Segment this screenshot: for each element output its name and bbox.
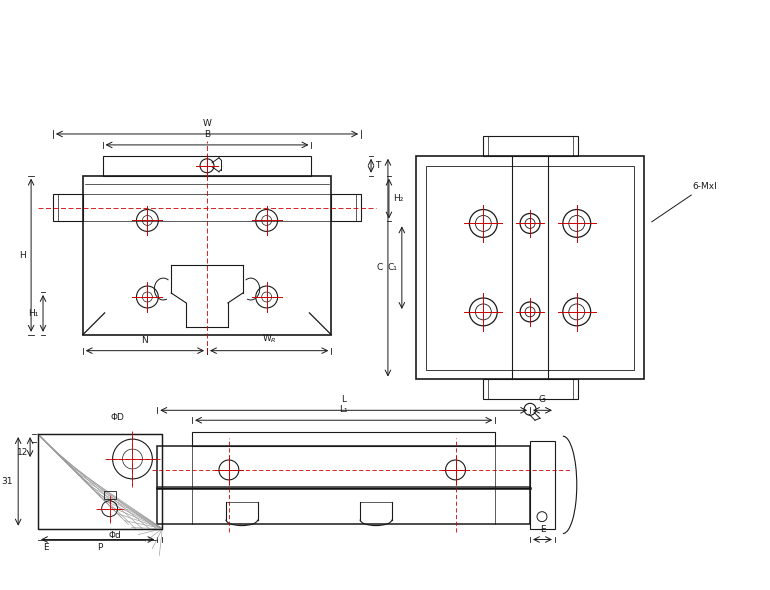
- Text: E: E: [540, 525, 545, 533]
- Bar: [530, 441, 555, 529]
- Text: H: H: [19, 251, 26, 260]
- Text: P: P: [97, 543, 102, 552]
- Text: L₁: L₁: [340, 405, 348, 414]
- Text: G: G: [539, 395, 546, 404]
- Bar: [484, 379, 578, 399]
- Bar: [102, 156, 311, 176]
- Text: W: W: [203, 119, 212, 128]
- Text: 31: 31: [2, 477, 13, 486]
- Bar: [416, 156, 644, 379]
- Bar: [426, 166, 634, 369]
- Bar: [192, 432, 495, 446]
- Text: H₂: H₂: [393, 194, 403, 203]
- Bar: [53, 194, 83, 221]
- Text: 6-MxI: 6-MxI: [651, 182, 717, 222]
- Text: Φd: Φd: [109, 530, 121, 540]
- Text: 12: 12: [17, 448, 28, 457]
- Text: C: C: [377, 263, 383, 272]
- Text: W$_R$: W$_R$: [262, 332, 276, 345]
- Text: B: B: [204, 130, 210, 139]
- Bar: [104, 491, 115, 499]
- Text: L: L: [341, 395, 346, 404]
- Bar: [83, 176, 331, 335]
- Bar: [38, 434, 162, 529]
- Bar: [484, 136, 578, 156]
- Text: C₁: C₁: [388, 263, 398, 272]
- Bar: [157, 446, 530, 523]
- Text: ΦD: ΦD: [111, 413, 125, 422]
- Text: E: E: [43, 543, 49, 552]
- Text: H₁: H₁: [28, 309, 38, 318]
- Bar: [38, 434, 162, 529]
- Text: N: N: [142, 336, 149, 345]
- Text: T: T: [375, 161, 380, 171]
- Bar: [331, 194, 361, 221]
